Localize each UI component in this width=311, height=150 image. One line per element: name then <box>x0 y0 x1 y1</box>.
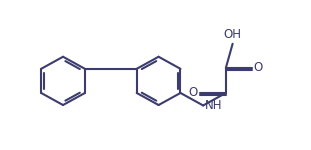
Text: O: O <box>189 86 198 99</box>
Text: NH: NH <box>205 99 222 112</box>
Text: OH: OH <box>224 28 242 41</box>
Text: O: O <box>253 61 263 74</box>
